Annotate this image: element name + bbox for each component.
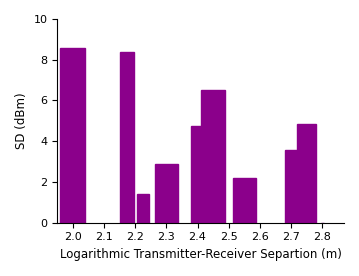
Bar: [137, 194, 149, 223]
Bar: [201, 90, 225, 223]
Bar: [233, 178, 256, 223]
Bar: [60, 47, 85, 223]
Y-axis label: SD (dBm): SD (dBm): [15, 92, 28, 149]
Bar: [155, 164, 178, 223]
Bar: [285, 150, 297, 223]
Bar: [191, 126, 204, 223]
Bar: [297, 124, 316, 223]
Bar: [120, 52, 134, 223]
X-axis label: Logarithmic Transmitter-Receiver Separtion (m): Logarithmic Transmitter-Receiver Separti…: [60, 248, 341, 261]
